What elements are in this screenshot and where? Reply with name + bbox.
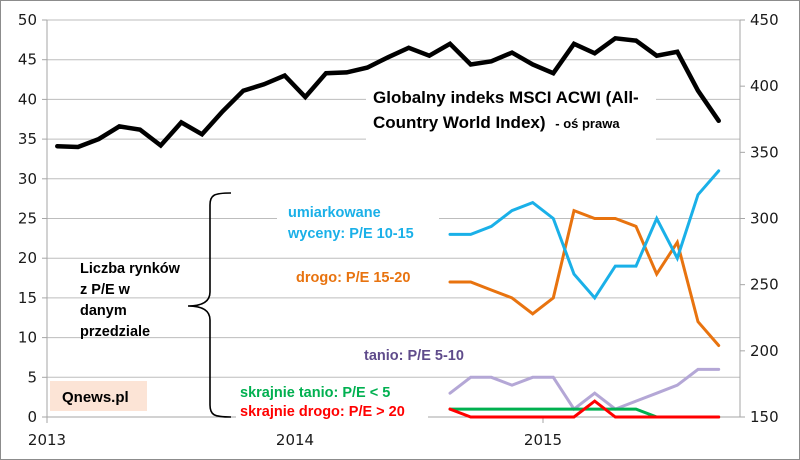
acwi-label-line-1: Globalny indeks MSCI ACWI (All- bbox=[373, 88, 639, 107]
brace-icon bbox=[187, 192, 232, 418]
source-badge: Qnews.pl bbox=[62, 389, 129, 406]
acwi-index-line bbox=[55, 35, 721, 150]
acwi-label-suffix: - oś prawa bbox=[555, 116, 620, 131]
left-tick-label: 50 bbox=[18, 11, 37, 29]
left-axis-ticks: 0 5 10 15 20 25 30 35 40 45 50 bbox=[18, 11, 47, 426]
series-line-drogo bbox=[448, 208, 721, 347]
acwi-label-line-2: Country World Index) - oś prawa bbox=[373, 113, 620, 132]
x-tick-label: 2015 bbox=[524, 431, 562, 449]
brace-label-line-1: Liczba rynków bbox=[80, 261, 181, 277]
x-tick-label: 2014 bbox=[276, 431, 314, 449]
blue-label-bg bbox=[277, 200, 439, 244]
right-tick-label: 400 bbox=[750, 77, 779, 95]
green-series-label: skrajnie tanio: P/E < 5 bbox=[240, 385, 390, 401]
right-tick-label: 300 bbox=[750, 210, 779, 228]
right-tick-label: 150 bbox=[750, 408, 779, 426]
left-tick-label: 0 bbox=[27, 408, 37, 426]
left-tick-label: 5 bbox=[27, 368, 37, 386]
brace-label-line-4: przedziale bbox=[80, 324, 150, 340]
left-tick-label: 20 bbox=[18, 249, 37, 267]
right-tick-label: 350 bbox=[750, 143, 779, 161]
purple-series-label: tanio: P/E 5-10 bbox=[364, 348, 464, 364]
series-line-tanio bbox=[448, 367, 721, 412]
brace-label-line-2: z P/E w bbox=[80, 282, 131, 298]
left-tick-label: 25 bbox=[18, 210, 37, 228]
source-badge-bg bbox=[50, 381, 147, 411]
left-tick-label: 30 bbox=[18, 170, 37, 188]
left-tick-label: 15 bbox=[18, 289, 37, 307]
x-tick-label: 2013 bbox=[28, 431, 66, 449]
orange-series-label: drogo: P/E 15-20 bbox=[296, 270, 410, 286]
left-tick-label: 35 bbox=[18, 130, 37, 148]
right-tick-label: 250 bbox=[750, 276, 779, 294]
right-axis-ticks: 150 200 250 300 350 400 450 bbox=[740, 11, 779, 426]
brace-label-line-3: danym bbox=[80, 303, 127, 319]
acwi-label-main: Country World Index) bbox=[373, 113, 546, 132]
left-tick-label: 40 bbox=[18, 90, 37, 108]
series-line-skrajnie-drogo bbox=[448, 399, 721, 419]
series-lines bbox=[55, 35, 721, 419]
right-tick-label: 450 bbox=[750, 11, 779, 29]
orange-label-bg bbox=[286, 264, 436, 288]
acwi-label-bg bbox=[366, 80, 656, 140]
series-line-umiarkowane-wyceny bbox=[448, 169, 721, 301]
left-tick-label: 45 bbox=[18, 51, 37, 69]
right-tick-label: 200 bbox=[750, 342, 779, 360]
brace-label: Liczba rynków z P/E w danym przedziale bbox=[80, 261, 181, 340]
blue-series-label-line-1: umiarkowane bbox=[288, 205, 381, 221]
red-series-label: skrajnie drogo: P/E > 20 bbox=[240, 404, 405, 420]
green-red-label-bg bbox=[236, 381, 428, 423]
blue-series-label-line-2: wyceny: P/E 10-15 bbox=[287, 226, 414, 242]
left-tick-label: 10 bbox=[18, 329, 37, 347]
x-axis-ticks: 2013 2014 2015 bbox=[28, 417, 562, 449]
